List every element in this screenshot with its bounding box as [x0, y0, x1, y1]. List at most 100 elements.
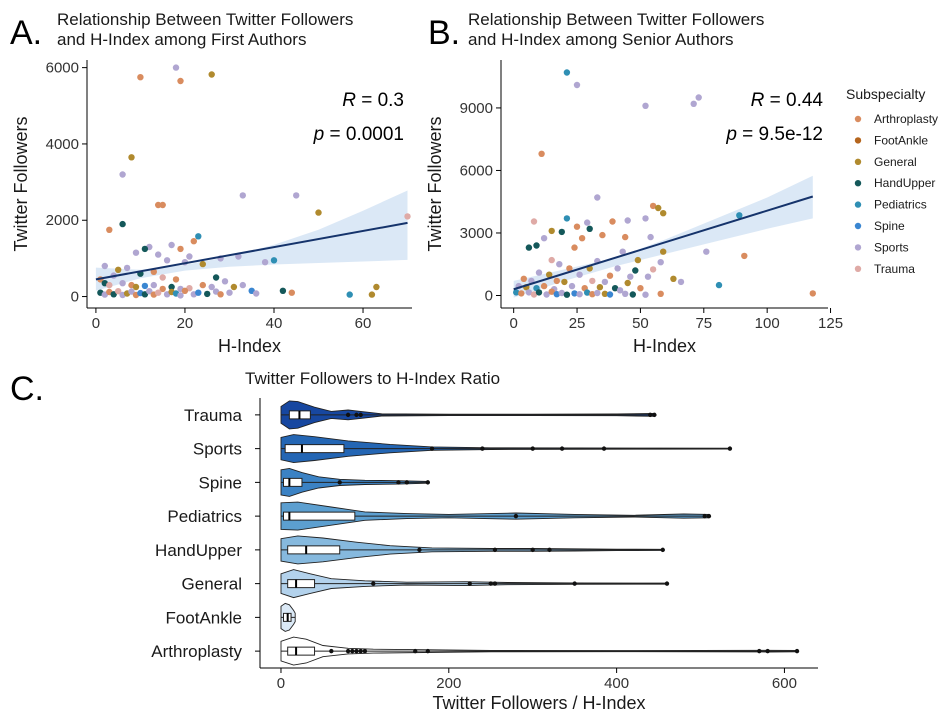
- data-point-general: [230, 283, 238, 291]
- outlier-point-pediatrics: [702, 513, 707, 519]
- data-point-trauma: [115, 288, 122, 295]
- data-point-sports: [616, 287, 624, 294]
- chart-title: Twitter Followers to H-Index Ratio: [245, 369, 500, 388]
- x-tick-label: 40: [266, 315, 283, 332]
- outlier-point-sports: [530, 446, 535, 451]
- x-tick-label: 50: [632, 315, 649, 332]
- data-point-sports: [576, 271, 583, 278]
- data-point-sports: [239, 281, 246, 289]
- data-point-sports: [221, 278, 229, 285]
- outlier-point-general: [467, 581, 472, 586]
- outlier-point-general: [488, 581, 493, 586]
- outlier-point-pediatrics: [513, 513, 519, 519]
- data-point-arthroplasty: [566, 265, 573, 272]
- data-point-sports: [101, 262, 109, 270]
- legend-label-sports: Sports: [874, 240, 909, 254]
- legend-label-handupper: HandUpper: [874, 176, 935, 190]
- data-point-sports: [168, 241, 175, 249]
- data-point-sports: [644, 273, 652, 280]
- confidence-band: [95, 190, 408, 291]
- data-point-sports: [576, 291, 583, 298]
- data-point-arthroplasty: [190, 238, 197, 245]
- outlier-point-general: [572, 581, 577, 586]
- category-label-spine: Spine: [199, 473, 242, 492]
- panel-c: C. Twitter Followers to H-Index Ratio Arth…: [10, 369, 818, 713]
- data-point-trauma: [155, 289, 162, 296]
- data-point-sports: [601, 278, 609, 286]
- regression-line: [95, 221, 408, 281]
- box-spine: [282, 477, 303, 487]
- data-point-spine: [195, 289, 202, 296]
- data-point-sports: [177, 292, 184, 299]
- data-point-general: [315, 209, 322, 216]
- y-tick-label: 6000: [460, 162, 493, 179]
- data-point-pediatrics: [195, 233, 202, 240]
- outlier-point-handupper: [660, 547, 665, 553]
- data-point-sports: [525, 289, 533, 296]
- stat-r-label: R: [342, 90, 356, 111]
- data-point-arthroplasty: [159, 285, 166, 293]
- stat-p: p = 9.5e-12: [725, 124, 823, 145]
- data-point-general: [128, 154, 135, 161]
- x-tick-label: 75: [695, 315, 712, 332]
- data-point-sports: [132, 249, 140, 256]
- stat-r-value: = 0.3: [356, 90, 404, 111]
- data-point-sports: [584, 219, 591, 226]
- data-point-arthroplasty: [637, 285, 644, 292]
- data-point-sports: [119, 171, 126, 178]
- legend-swatch-general: [854, 158, 862, 165]
- data-point-sports: [186, 253, 193, 260]
- data-point-arthroplasty: [106, 226, 113, 233]
- data-point-arthroplasty: [548, 288, 555, 295]
- outlier-point-arthroplasty: [354, 648, 359, 654]
- data-point-sports: [172, 64, 180, 71]
- data-point-general: [208, 71, 215, 78]
- data-point-sports: [642, 102, 649, 110]
- outlier-point-spine: [337, 480, 342, 485]
- data-point-general: [548, 227, 555, 235]
- stat-p-value: = 0.0001: [324, 124, 404, 145]
- chart-title-line: Relationship Between Twitter Followers: [57, 10, 353, 29]
- data-point-general: [660, 210, 667, 217]
- legend-label-trauma: Trauma: [874, 262, 915, 276]
- outlier-point-arthroplasty: [794, 648, 800, 654]
- legend-swatch-pediatrics: [854, 201, 862, 208]
- panel-label: B.: [428, 14, 460, 52]
- outlier-point-sports: [480, 446, 485, 451]
- x-tick-label: 60: [355, 315, 372, 332]
- data-point-spine: [571, 290, 578, 297]
- x-tick-label: 100: [755, 315, 780, 332]
- data-point-sports: [293, 192, 300, 199]
- data-point-trauma: [106, 281, 113, 289]
- y-axis-title: Twitter Followers: [425, 116, 445, 251]
- data-point-pediatrics: [270, 257, 278, 264]
- outlier-point-spine: [396, 480, 401, 485]
- x-tick-label: 0: [92, 315, 100, 332]
- outlier-point-trauma: [345, 412, 351, 418]
- data-point-pediatrics: [736, 212, 743, 219]
- category-label-sports: Sports: [193, 440, 242, 459]
- data-point-sports: [226, 289, 233, 296]
- chart-title-line: and H-Index among First Authors: [57, 30, 306, 49]
- stat-p: p = 0.0001: [313, 124, 404, 145]
- box-general: [287, 579, 316, 589]
- y-tick-label: 4000: [46, 136, 79, 153]
- data-point-handupper: [533, 242, 540, 249]
- data-point-arthroplasty: [622, 233, 629, 241]
- legend-swatch-sports: [854, 244, 862, 251]
- data-point-general: [670, 275, 677, 282]
- y-tick-label: 3000: [460, 225, 493, 242]
- data-point-sports: [163, 257, 171, 264]
- data-point-sports: [543, 291, 550, 298]
- data-point-general: [601, 290, 609, 297]
- outlier-point-handupper: [492, 547, 498, 553]
- outlier-point-handupper: [547, 547, 552, 553]
- data-point-spine: [553, 291, 560, 298]
- data-point-sports: [123, 264, 131, 272]
- stat-r: R = 0.44: [751, 90, 824, 111]
- outlier-point-arthroplasty: [345, 648, 351, 654]
- data-point-trauma: [649, 266, 657, 273]
- data-point-sports: [627, 273, 634, 280]
- data-point-general: [624, 279, 631, 287]
- legend-swatch-spine: [854, 222, 862, 230]
